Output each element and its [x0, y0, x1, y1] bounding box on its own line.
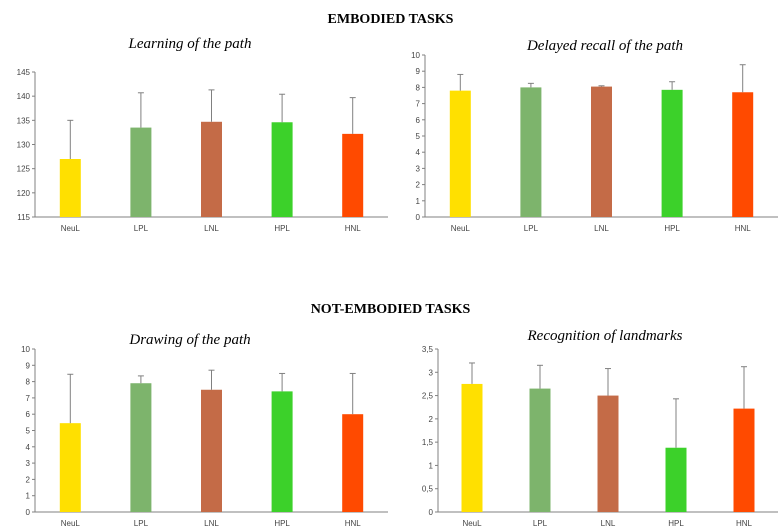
- x-tick-label: HNL: [736, 519, 753, 527]
- y-tick-label: 145: [17, 68, 31, 77]
- chart-learning-of-the-path: Learning of the path 115 120 125 130 135 140 14…: [17, 36, 388, 233]
- x-tick-label: LPL: [134, 224, 149, 233]
- y-tick-label: 140: [17, 92, 31, 101]
- y-tick-label: 3,5: [422, 345, 434, 354]
- bar-neul: [59, 423, 81, 512]
- y-tick-label: 6: [416, 116, 421, 125]
- x-tick-label: NeuL: [61, 224, 81, 233]
- x-tick-label: LNL: [594, 224, 609, 233]
- x-tick-label: NeuL: [462, 519, 482, 527]
- bar-hpl: [271, 122, 293, 217]
- bar-hpl: [665, 447, 687, 512]
- chart-title: Learning of the path: [128, 36, 252, 52]
- y-tick-label: 10: [21, 345, 30, 354]
- x-tick-label: NeuL: [451, 224, 471, 233]
- bar-neul: [59, 159, 81, 217]
- y-tick-label: 2: [416, 181, 421, 190]
- y-tick-label: 0: [416, 213, 421, 222]
- y-tick-label: 7: [26, 394, 31, 403]
- y-tick-label: 3: [26, 459, 31, 468]
- x-tick-label: LNL: [204, 519, 219, 527]
- y-tick-label: 10: [411, 51, 420, 60]
- y-tick-label: 0: [429, 508, 434, 517]
- y-tick-label: 8: [416, 83, 421, 92]
- x-tick-label: LNL: [601, 519, 616, 527]
- x-tick-label: HPL: [274, 224, 290, 233]
- x-tick-label: HNL: [345, 224, 362, 233]
- y-tick-label: 130: [17, 141, 31, 150]
- x-tick-label: NeuL: [61, 519, 81, 527]
- y-tick-label: 7: [416, 100, 421, 109]
- bar-hpl: [271, 391, 293, 512]
- chart-drawing-of-the-path: Drawing of the path 0 1 2 3 4 5 6 7 8 9 10 NeuL LPL LN…: [21, 332, 388, 527]
- y-tick-label: 0,5: [422, 485, 434, 494]
- y-tick-label: 5: [26, 427, 31, 436]
- y-tick-label: 125: [17, 165, 31, 174]
- y-tick-label: 1: [26, 492, 31, 501]
- bar-lpl: [130, 383, 152, 512]
- bar-lnl: [201, 389, 222, 512]
- x-tick-label: LNL: [204, 224, 219, 233]
- y-tick-label: 6: [26, 410, 31, 419]
- y-tick-label: 2: [26, 475, 31, 484]
- chart-title: Delayed recall of the path: [526, 38, 683, 54]
- y-tick-label: 4: [416, 148, 421, 157]
- y-tick-label: 1: [416, 197, 421, 206]
- bar-lnl: [597, 395, 619, 512]
- chart-title: Recognition of landmarks: [527, 328, 683, 344]
- bar-hnl: [732, 92, 754, 217]
- bar-neul: [461, 383, 483, 512]
- bar-neul: [449, 90, 471, 217]
- bar-hnl: [733, 408, 755, 512]
- chart-delayed-recall-of-the-path: Delayed recall of the path 0 1 2 3 4 5 6 7 8 9 10 Ne…: [411, 38, 778, 233]
- y-tick-label: 1: [429, 461, 434, 470]
- bar-lpl: [130, 127, 152, 217]
- bar-hnl: [342, 414, 364, 512]
- y-tick-label: 2,5: [422, 392, 434, 401]
- y-tick-label: 4: [26, 443, 31, 452]
- x-tick-label: LPL: [134, 519, 149, 527]
- x-tick-label: HPL: [664, 224, 680, 233]
- x-tick-label: HPL: [274, 519, 290, 527]
- section-title-embodied: EMBODIED TASKS: [327, 12, 454, 27]
- y-tick-label: 9: [26, 361, 31, 370]
- y-tick-label: 3: [429, 368, 434, 377]
- y-tick-label: 5: [416, 132, 421, 141]
- x-tick-label: HPL: [668, 519, 684, 527]
- bar-hpl: [661, 89, 683, 217]
- bar-hnl: [342, 133, 364, 217]
- y-tick-label: 115: [17, 213, 30, 222]
- bar-lpl: [520, 87, 542, 218]
- y-tick-label: 9: [416, 67, 421, 76]
- x-tick-label: LPL: [533, 519, 548, 527]
- y-tick-label: 1,5: [422, 438, 434, 447]
- x-tick-label: LPL: [524, 224, 539, 233]
- bar-lnl: [591, 86, 612, 217]
- bar-lnl: [201, 121, 222, 217]
- chart-title: Drawing of the path: [128, 332, 250, 348]
- x-tick-label: HNL: [345, 519, 362, 527]
- y-tick-label: 2: [429, 415, 434, 424]
- chart-recognition-of-landmarks: Recognition of landmarks 0 0,5 1 1,5 2 2,5 3 3,5…: [422, 328, 778, 527]
- y-tick-label: 0: [26, 508, 31, 517]
- section-title-not-embodied: NOT-EMBODIED TASKS: [310, 302, 471, 317]
- y-tick-label: 135: [17, 116, 31, 125]
- bar-lpl: [529, 388, 551, 512]
- y-tick-label: 3: [416, 164, 421, 173]
- x-tick-label: HNL: [735, 224, 752, 233]
- y-tick-label: 8: [26, 378, 31, 387]
- y-tick-label: 120: [17, 189, 31, 198]
